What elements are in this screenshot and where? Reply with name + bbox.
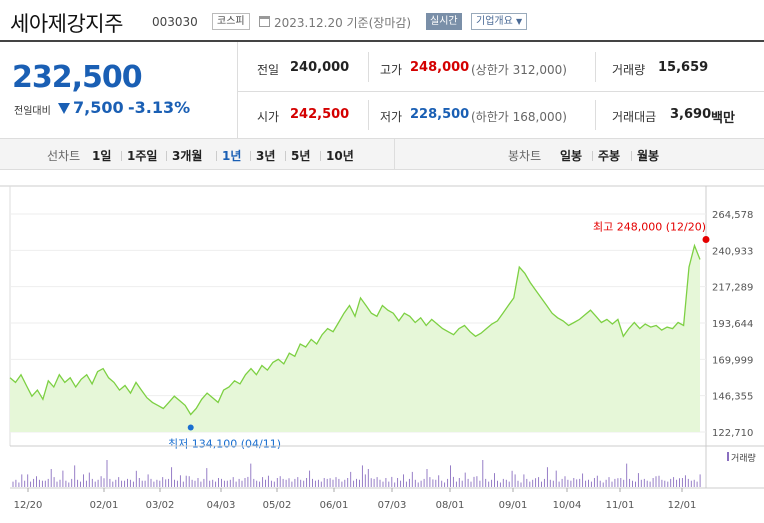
candle-period-3[interactable]: 월봉 [637,149,660,163]
period-separator [592,151,593,161]
stock-code: 003030 [152,15,198,29]
y-tick-label: 240,933 [712,246,753,257]
min-point [187,424,194,431]
current-price: 232,500 [12,60,143,95]
period-5[interactable]: 3년 [256,149,276,163]
period-separator [631,151,632,161]
period-1[interactable]: 1일 [92,149,112,163]
x-tick-label: 10/04 [553,500,582,511]
x-tick-label: 11/01 [606,500,635,511]
low-value: 228,500 [410,107,470,122]
candle-period-2[interactable]: 주봉 [598,149,621,163]
x-tick-label: 03/02 [146,500,175,511]
period-separator [216,151,217,161]
max-point [702,235,710,243]
volume-legend-label: 거래량 [731,452,756,464]
candle-chart-label: 봉차트 [508,149,542,163]
line-chart-label: 선차트 [47,149,81,163]
low-label: 저가 [380,110,403,124]
quote-col-divider [595,52,596,82]
calendar-icon [259,16,270,27]
quote-col-divider [368,52,369,82]
period-4[interactable]: 1년 [222,149,242,163]
x-tick-label: 06/01 [320,500,349,511]
y-tick-label: 146,355 [712,392,753,403]
trade-amount-label: 거래대금 [612,110,657,124]
x-tick-label: 09/01 [499,500,528,511]
high-label: 고가 [380,63,403,77]
period-bar [0,138,764,170]
down-triangle-icon [58,103,70,114]
upper-limit: (상한가 312,000) [471,63,567,77]
period-separator [166,151,167,161]
quote-row-divider [238,91,764,92]
period-separator [121,151,122,161]
y-tick-label: 122,710 [712,428,753,439]
trade-amount-value: 3,690 [670,107,712,122]
quote-date: 2023.12.20 기준(장마감) [274,16,412,30]
company-info-dropdown[interactable]: 기업개요 ▼ [471,13,528,30]
high-value: 248,000 [410,60,470,75]
period-bar-divider [394,139,395,169]
y-tick-label: 264,578 [712,210,753,221]
period-3[interactable]: 3개월 [172,149,203,163]
volume-value: 15,659 [658,60,709,75]
stock-name: 세아제강지주 [10,12,123,36]
y-tick-label: 193,644 [712,319,753,330]
quote-col-divider [595,100,596,130]
x-tick-label: 07/03 [378,500,407,511]
candle-period-1[interactable]: 일봉 [560,149,583,163]
volume-legend-swatch [727,452,729,461]
x-tick-label: 04/03 [207,500,236,511]
lower-limit: (하한가 168,000) [471,110,567,124]
x-tick-label: 08/01 [436,500,465,511]
volume-label: 거래량 [612,63,646,77]
price-change-pct: -3.13% [128,98,191,117]
period-separator [320,151,321,161]
x-tick-label: 12/20 [14,500,43,511]
price-change: 7,500 [73,98,124,117]
period-7[interactable]: 10년 [326,149,354,163]
max-label: 최고 248,000 (12/20) [593,220,706,233]
y-tick-label: 169,999 [712,355,753,366]
quote-col-divider [368,100,369,130]
change-label: 전일대비 [14,106,51,117]
header-divider [0,40,764,42]
prev-close-label: 전일 [257,63,280,77]
prev-close-value: 240,000 [290,60,350,75]
period-separator [250,151,251,161]
price-chart[interactable]: 264,578 240,933 217,289 193,644 169,999 146,3… [0,170,764,523]
realtime-button[interactable]: 실시간 [426,13,462,30]
price-line [9,243,701,416]
quote-divider [237,42,238,138]
price-area-fill [10,245,700,432]
company-info-label: 기업개요 [476,16,513,27]
min-label: 최저 134,100 (04/11) [168,437,281,450]
y-tick-label: 217,289 [712,283,753,294]
market-badge: 코스피 [212,13,250,30]
x-tick-label: 12/01 [668,500,697,511]
period-2[interactable]: 1주일 [127,149,158,163]
period-6[interactable]: 5년 [291,149,311,163]
x-tick-label: 02/01 [90,500,119,511]
period-separator [285,151,286,161]
x-tick-label: 05/02 [263,500,292,511]
open-value: 242,500 [290,107,350,122]
trade-amount-unit: 백만 [711,111,735,126]
open-label: 시가 [257,110,280,124]
chevron-down-icon: ▼ [516,17,523,26]
